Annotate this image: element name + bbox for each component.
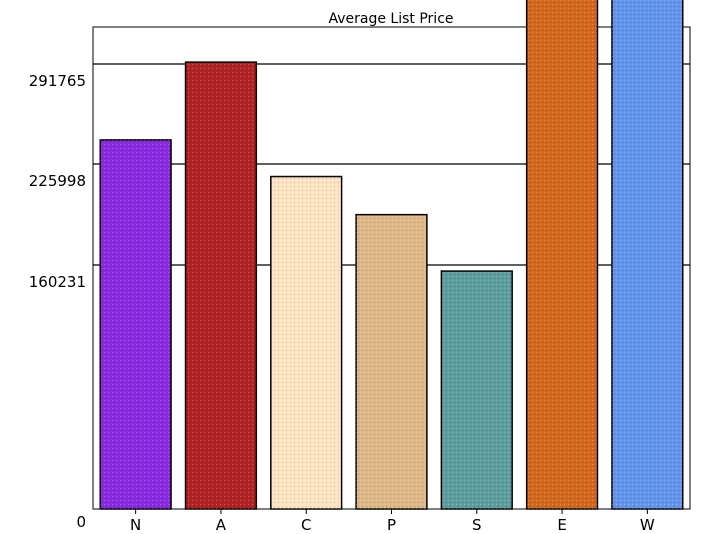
bar-texture — [356, 214, 427, 510]
chart-title: Average List Price — [328, 11, 453, 27]
y-axis-ticks: 0160231225998291765357532 — [29, 72, 86, 531]
x-tick-label: A — [216, 516, 227, 534]
x-tick-label: N — [130, 516, 141, 534]
x-tick-label: E — [557, 516, 566, 534]
bar-texture — [185, 62, 257, 509]
bar-texture — [100, 139, 172, 509]
x-tick-label: P — [387, 516, 396, 534]
bar-texture — [270, 176, 342, 509]
x-tick-label: S — [472, 516, 482, 534]
y-tick-label: 225998 — [29, 172, 86, 190]
x-tick-label: W — [640, 516, 655, 534]
bar-texture — [611, 0, 683, 509]
y-tick-label: 0 — [76, 513, 86, 531]
y-tick-label: 291765 — [29, 72, 86, 90]
y-tick-label: 160231 — [29, 273, 86, 291]
bar-texture — [526, 0, 598, 509]
bars — [99, 0, 684, 510]
x-tick-label: C — [301, 516, 311, 534]
bar-texture — [441, 271, 513, 509]
